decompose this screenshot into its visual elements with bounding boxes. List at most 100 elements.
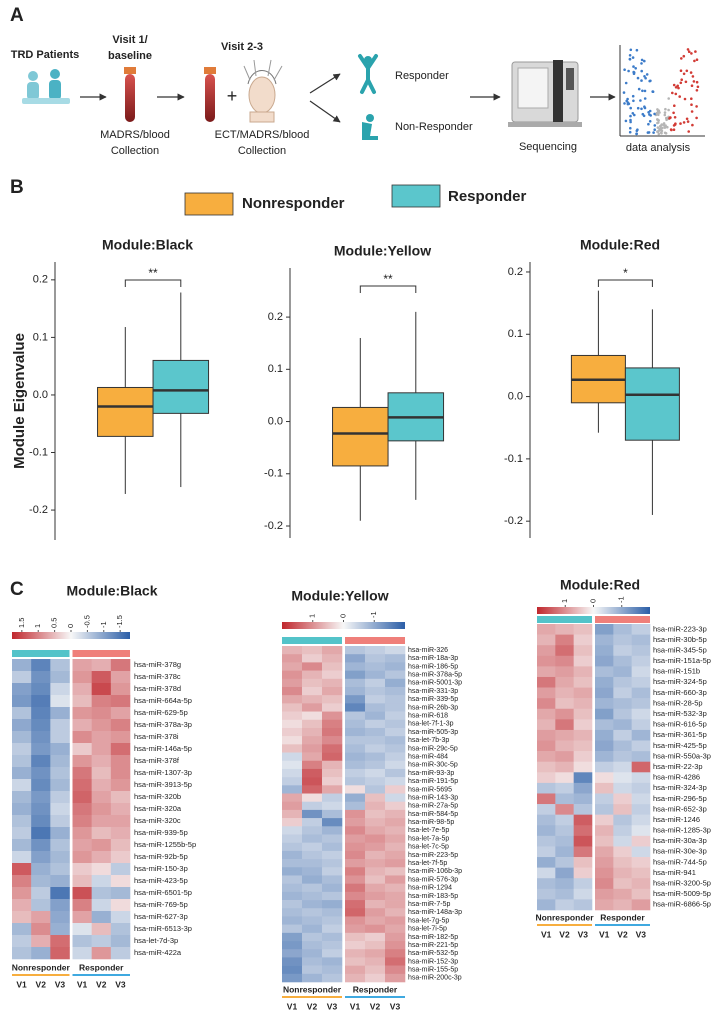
panel-label: B bbox=[10, 177, 24, 198]
volcano-dot bbox=[648, 120, 652, 123]
heatmap-cell bbox=[91, 767, 112, 780]
heatmap-cell bbox=[385, 670, 406, 680]
nonresponder-icon bbox=[362, 114, 378, 140]
volcano-dot bbox=[667, 97, 670, 100]
heatmap-cell bbox=[91, 731, 112, 744]
outcome-label: Responder bbox=[395, 70, 449, 82]
heatmap-cell bbox=[595, 655, 614, 667]
heatmap-cell bbox=[385, 744, 406, 753]
heatmap-cell bbox=[555, 899, 574, 911]
row-label: hsa-miR-627-3p bbox=[134, 912, 188, 921]
heatmap-cell bbox=[72, 935, 92, 948]
heatmap-cell bbox=[91, 671, 112, 684]
heatmap-cell bbox=[110, 767, 131, 780]
row-label: hsa-miR-769-5p bbox=[134, 900, 188, 909]
blood-tube bbox=[204, 67, 216, 122]
significance-bracket bbox=[124, 279, 182, 287]
heatmap-cell bbox=[555, 645, 574, 657]
heatmap-cell bbox=[302, 793, 323, 803]
heatmap-cell bbox=[537, 888, 556, 900]
group-annotation bbox=[282, 637, 342, 644]
heatmap-cell bbox=[385, 957, 406, 966]
heatmap-cell bbox=[50, 947, 70, 960]
step-label: TRD Patients bbox=[11, 49, 79, 61]
heatmap-cell bbox=[555, 782, 574, 794]
heatmap-cell bbox=[302, 891, 323, 901]
heatmap-cell bbox=[613, 740, 632, 752]
volcano-dot bbox=[692, 80, 696, 83]
heatmap-cell bbox=[31, 791, 51, 804]
volcano-dot bbox=[643, 59, 646, 63]
heatmap-cell bbox=[322, 924, 343, 934]
heatmap-cell bbox=[12, 743, 32, 756]
heatmap-cell bbox=[573, 676, 593, 688]
heatmap-cell bbox=[631, 857, 651, 868]
heatmap-cell bbox=[50, 731, 70, 744]
row-label: hsa-miR-423-5p bbox=[134, 876, 188, 885]
row-label: hsa-miR-186-5p bbox=[408, 663, 458, 670]
volcano-dot bbox=[689, 71, 693, 74]
heatmap-cell bbox=[322, 793, 343, 803]
volcano-dot bbox=[660, 131, 663, 134]
heatmap-cell bbox=[322, 686, 343, 696]
heatmap-cell bbox=[302, 842, 323, 852]
volcano-dot bbox=[656, 109, 660, 113]
row-label: hsa-miR-148a-3p bbox=[408, 909, 462, 916]
heatmap-cell bbox=[110, 947, 131, 960]
heatmap-cell bbox=[537, 804, 556, 815]
row-label: hsa-miR-652-3p bbox=[653, 804, 707, 813]
heatmap-cell bbox=[50, 803, 70, 816]
heatmap-cell bbox=[282, 695, 303, 704]
y-tick-label: 0.0 bbox=[268, 415, 283, 427]
heatmap-cell bbox=[12, 695, 32, 708]
heatmap-cell bbox=[345, 965, 366, 975]
heatmap-cell bbox=[537, 708, 556, 720]
heatmap-cell bbox=[50, 707, 70, 720]
heatmap-cell bbox=[345, 842, 366, 852]
heatmap-cell bbox=[322, 670, 343, 680]
row-label: hsa-miR-425-5p bbox=[653, 741, 707, 750]
volcano-dot bbox=[649, 79, 652, 83]
heatmap-cell bbox=[595, 751, 614, 763]
heatmap-cell bbox=[110, 671, 131, 684]
heatmap-cell bbox=[345, 752, 366, 762]
heatmap-cell bbox=[302, 900, 323, 909]
heatmap-cell bbox=[555, 624, 574, 635]
heatmap-cell bbox=[302, 850, 323, 860]
heatmap-cell bbox=[365, 711, 386, 721]
heatmap-cell bbox=[385, 859, 406, 868]
heatmap-cell bbox=[385, 973, 406, 983]
heatmap-cell bbox=[345, 703, 366, 712]
row-label: hsa-miR-6501-5p bbox=[134, 888, 192, 897]
heatmap-cell bbox=[631, 761, 651, 773]
heatmap-cell bbox=[613, 655, 632, 667]
heatmap-cell bbox=[385, 686, 406, 696]
volcano-dot bbox=[690, 84, 694, 87]
heatmap-cell bbox=[365, 793, 386, 803]
step-label: data analysis bbox=[626, 142, 691, 154]
volcano-dot bbox=[647, 131, 651, 134]
heatmap-cell bbox=[282, 924, 303, 934]
heatmap-cell bbox=[282, 973, 303, 983]
heatmap-cell bbox=[573, 634, 593, 646]
heatmap-cell bbox=[555, 740, 574, 752]
heatmap-cell bbox=[12, 851, 32, 864]
heatmap-cell bbox=[91, 815, 112, 828]
volcano-dot bbox=[664, 107, 667, 111]
heatmap-cell bbox=[31, 755, 51, 768]
heatmap-cell bbox=[282, 760, 303, 770]
heatmap-cell bbox=[555, 719, 574, 731]
heatmap-cell bbox=[282, 965, 303, 975]
heatmap-cell bbox=[282, 752, 303, 762]
scale-tick-label: -1 bbox=[369, 611, 378, 618]
volcano-dot bbox=[628, 54, 632, 57]
heatmap-cell bbox=[31, 839, 51, 852]
heatmap-cell bbox=[365, 875, 386, 884]
heatmap-cell bbox=[631, 825, 651, 837]
heatmap-cell bbox=[385, 891, 406, 901]
heatmap-cell bbox=[365, 744, 386, 753]
heatmap-cell bbox=[31, 923, 51, 936]
heatmap-cell bbox=[555, 804, 574, 815]
volcano-dot bbox=[643, 106, 647, 110]
heatmap-cell bbox=[537, 624, 556, 635]
